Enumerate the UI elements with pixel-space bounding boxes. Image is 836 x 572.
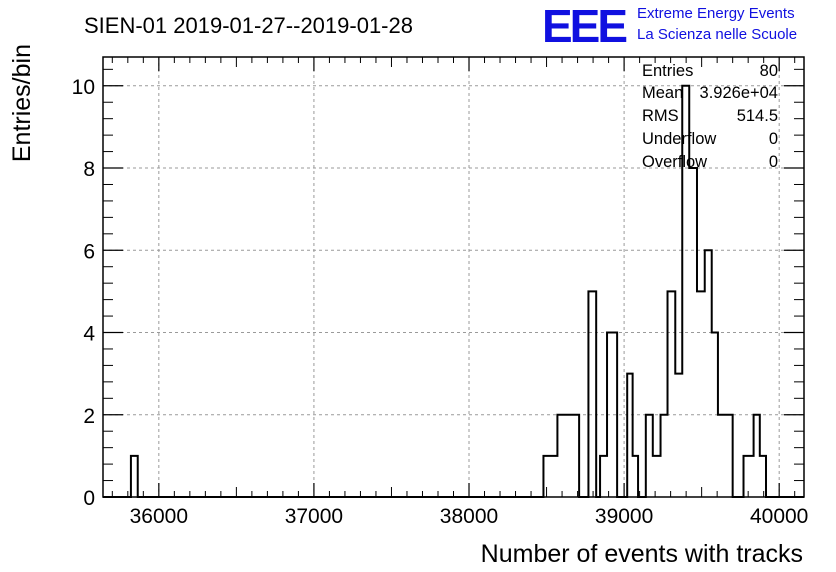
tick-labels: 36000 37000 38000 39000 40000 0 2 4 6 8 10 <box>72 76 809 528</box>
stats-entries-label: Entries <box>642 62 693 80</box>
stats-mean-value: 3.926e+04 <box>700 84 778 102</box>
stats-overflow-label: Overflow <box>642 153 707 171</box>
x-axis-title: Number of events with tracks <box>481 540 803 568</box>
stats-rms-value: 514.5 <box>737 107 778 125</box>
stats-underflow-label: Underflow <box>642 130 716 148</box>
y-tick-label: 6 <box>83 240 95 263</box>
x-tick-label: 38000 <box>440 505 498 528</box>
brand-line-1: Extreme Energy Events <box>637 5 795 22</box>
brand-line-2: La Scienza nelle Scuole <box>637 26 797 43</box>
stats-underflow-value: 0 <box>769 130 778 148</box>
y-tick-label: 10 <box>72 76 95 99</box>
stats-overflow-value: 0 <box>769 153 778 171</box>
chart-title: SIEN-01 2019-01-27--2019-01-28 <box>84 13 413 38</box>
y-axis-title: Entries/bin <box>8 44 36 162</box>
x-tick-label: 37000 <box>285 505 343 528</box>
axis-ticks <box>103 57 804 498</box>
stats-box: Entries 80 Mean 3.926e+04 RMS 514.5 Unde… <box>642 62 778 171</box>
eee-logo: EEE <box>542 0 626 52</box>
plot-frame <box>102 56 805 498</box>
y-tick-label: 8 <box>83 158 95 181</box>
y-tick-label: 0 <box>83 487 95 510</box>
stats-rms-label: RMS <box>642 107 679 125</box>
stats-entries-value: 80 <box>760 62 778 80</box>
x-tick-label: 40000 <box>750 505 808 528</box>
stats-mean-label: Mean <box>642 84 683 102</box>
x-tick-label: 36000 <box>130 505 188 528</box>
plot-area <box>103 57 804 497</box>
histogram-outline <box>103 84 804 498</box>
y-tick-label: 4 <box>83 323 95 346</box>
grid-lines <box>103 57 804 497</box>
y-tick-label: 2 <box>83 405 95 428</box>
x-tick-label: 39000 <box>595 505 653 528</box>
